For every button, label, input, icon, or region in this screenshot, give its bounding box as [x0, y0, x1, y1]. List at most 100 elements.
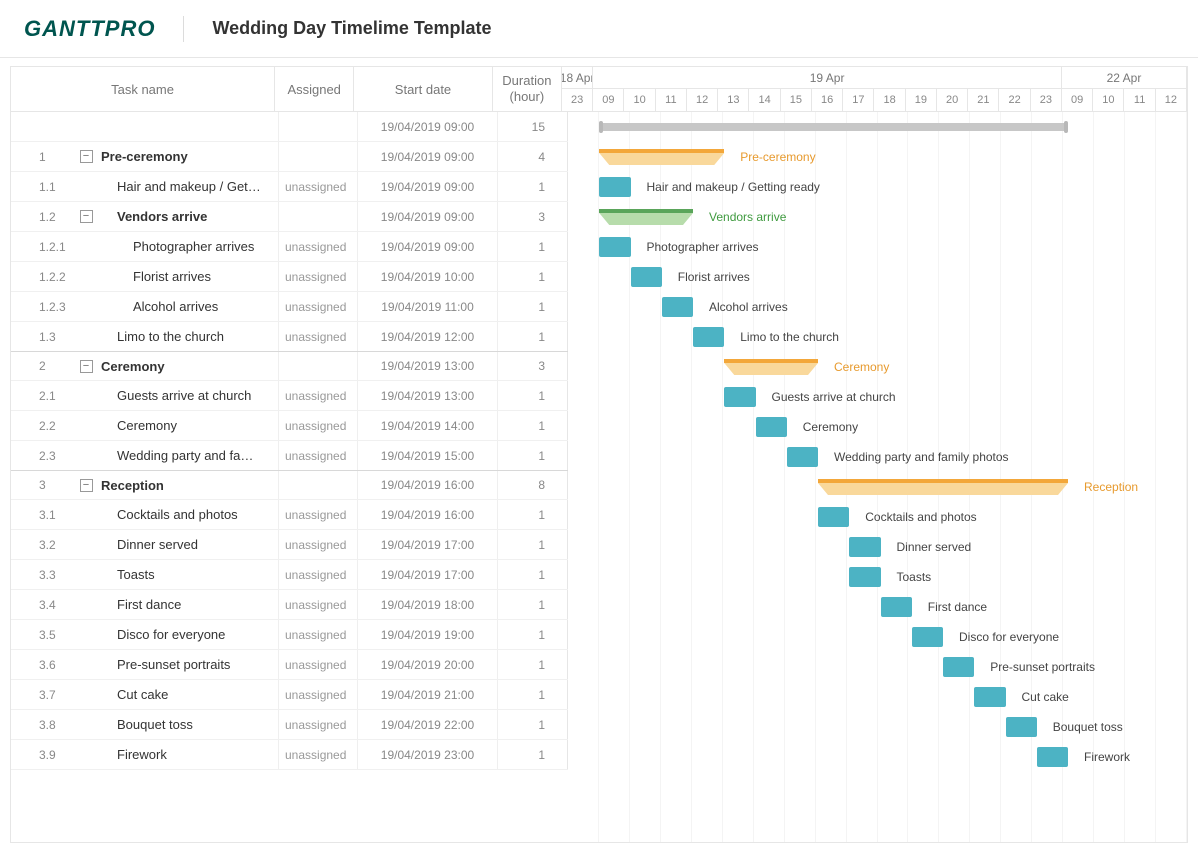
- duration-cell[interactable]: 1: [498, 560, 568, 589]
- assigned-cell[interactable]: unassigned: [278, 262, 358, 291]
- task-bar[interactable]: [662, 297, 693, 317]
- task-name[interactable]: Disco for everyone: [101, 627, 278, 642]
- task-bar[interactable]: [1037, 747, 1068, 767]
- task-row[interactable]: 3.7Cut cakeunassigned19/04/2019 21:001: [11, 680, 568, 710]
- duration-cell[interactable]: 1: [498, 411, 568, 440]
- task-bar[interactable]: [724, 387, 755, 407]
- task-bar[interactable]: [943, 657, 974, 677]
- duration-cell[interactable]: 3: [498, 352, 568, 380]
- task-name[interactable]: Dinner served: [101, 537, 278, 552]
- duration-cell[interactable]: 1: [498, 441, 568, 470]
- start-date-cell[interactable]: 19/04/2019 16:00: [358, 500, 498, 529]
- assigned-cell[interactable]: unassigned: [278, 620, 358, 649]
- task-name[interactable]: Alcohol arrives: [101, 299, 278, 314]
- duration-cell[interactable]: 1: [498, 650, 568, 679]
- task-row[interactable]: 1.2.2Florist arrivesunassigned19/04/2019…: [11, 262, 568, 292]
- task-row[interactable]: 2−Ceremony19/04/2019 13:003: [11, 351, 568, 381]
- assigned-cell[interactable]: unassigned: [278, 500, 358, 529]
- task-bar[interactable]: [756, 417, 787, 437]
- start-date-cell[interactable]: 19/04/2019 14:00: [358, 411, 498, 440]
- duration-cell[interactable]: 15: [498, 112, 568, 141]
- start-date-cell[interactable]: 19/04/2019 11:00: [358, 292, 498, 321]
- row-toggle[interactable]: −: [71, 360, 101, 373]
- group-summary-bar[interactable]: [599, 149, 724, 165]
- start-date-cell[interactable]: 19/04/2019 23:00: [358, 740, 498, 769]
- start-date-cell[interactable]: 19/04/2019 22:00: [358, 710, 498, 739]
- start-date-cell[interactable]: 19/04/2019 21:00: [358, 680, 498, 709]
- task-name[interactable]: Photographer arrives: [101, 239, 278, 254]
- task-bar[interactable]: [599, 177, 630, 197]
- collapse-icon[interactable]: −: [80, 360, 93, 373]
- task-name[interactable]: Cocktails and photos: [101, 507, 278, 522]
- task-row[interactable]: 3.6Pre-sunset portraitsunassigned19/04/2…: [11, 650, 568, 680]
- assigned-cell[interactable]: unassigned: [278, 740, 358, 769]
- assigned-cell[interactable]: unassigned: [278, 232, 358, 261]
- row-toggle[interactable]: −: [71, 479, 101, 492]
- start-date-cell[interactable]: 19/04/2019 16:00: [358, 471, 498, 499]
- duration-cell[interactable]: 1: [498, 500, 568, 529]
- duration-cell[interactable]: 1: [498, 590, 568, 619]
- assigned-cell[interactable]: unassigned: [278, 411, 358, 440]
- assigned-cell[interactable]: [278, 112, 358, 141]
- duration-cell[interactable]: 8: [498, 471, 568, 499]
- assigned-cell[interactable]: [278, 142, 358, 171]
- task-row[interactable]: 2.2Ceremonyunassigned19/04/2019 14:001: [11, 411, 568, 441]
- assigned-cell[interactable]: unassigned: [278, 530, 358, 559]
- task-bar[interactable]: [849, 537, 880, 557]
- task-row[interactable]: 1.2.3Alcohol arrivesunassigned19/04/2019…: [11, 292, 568, 322]
- duration-cell[interactable]: 1: [498, 680, 568, 709]
- col-header-assigned[interactable]: Assigned: [275, 67, 354, 111]
- start-date-cell[interactable]: 19/04/2019 18:00: [358, 590, 498, 619]
- duration-cell[interactable]: 1: [498, 292, 568, 321]
- task-name[interactable]: Firework: [101, 747, 278, 762]
- task-name[interactable]: Pre-sunset portraits: [101, 657, 278, 672]
- duration-cell[interactable]: 1: [498, 232, 568, 261]
- task-name[interactable]: Limo to the church: [101, 329, 278, 344]
- timeline-area[interactable]: Pre-ceremonyHair and makeup / Getting re…: [568, 112, 1187, 842]
- start-date-cell[interactable]: 19/04/2019 19:00: [358, 620, 498, 649]
- app-logo[interactable]: GANTTPRO: [24, 16, 155, 42]
- assigned-cell[interactable]: unassigned: [278, 441, 358, 470]
- col-header-start[interactable]: Start date: [354, 67, 492, 111]
- task-bar[interactable]: [912, 627, 943, 647]
- duration-cell[interactable]: 1: [498, 710, 568, 739]
- start-date-cell[interactable]: 19/04/2019 09:00: [358, 232, 498, 261]
- start-date-cell[interactable]: 19/04/2019 12:00: [358, 322, 498, 351]
- start-date-cell[interactable]: 19/04/2019 09:00: [358, 112, 498, 141]
- task-row[interactable]: 2.1Guests arrive at churchunassigned19/0…: [11, 381, 568, 411]
- start-date-cell[interactable]: 19/04/2019 17:00: [358, 560, 498, 589]
- task-bar[interactable]: [693, 327, 724, 347]
- start-date-cell[interactable]: 19/04/2019 13:00: [358, 381, 498, 410]
- col-header-duration[interactable]: Duration (hour): [493, 67, 562, 111]
- duration-cell[interactable]: 4: [498, 142, 568, 171]
- assigned-cell[interactable]: unassigned: [278, 560, 358, 589]
- task-name[interactable]: Cut cake: [101, 687, 278, 702]
- duration-cell[interactable]: 1: [498, 262, 568, 291]
- start-date-cell[interactable]: 19/04/2019 09:00: [358, 142, 498, 171]
- duration-cell[interactable]: 1: [498, 740, 568, 769]
- assigned-cell[interactable]: unassigned: [278, 381, 358, 410]
- collapse-icon[interactable]: −: [80, 479, 93, 492]
- start-date-cell[interactable]: 19/04/2019 15:00: [358, 441, 498, 470]
- task-row[interactable]: 3.5Disco for everyoneunassigned19/04/201…: [11, 620, 568, 650]
- group-summary-bar[interactable]: [818, 479, 1068, 495]
- task-row[interactable]: 1.3Limo to the churchunassigned19/04/201…: [11, 322, 568, 352]
- duration-cell[interactable]: 1: [498, 172, 568, 201]
- task-row[interactable]: 3.4First danceunassigned19/04/2019 18:00…: [11, 590, 568, 620]
- group-summary-bar[interactable]: [724, 359, 818, 375]
- task-name[interactable]: First dance: [101, 597, 278, 612]
- start-date-cell[interactable]: 19/04/2019 20:00: [358, 650, 498, 679]
- start-date-cell[interactable]: 19/04/2019 09:00: [358, 172, 498, 201]
- task-row[interactable]: 1.1Hair and makeup / Get…unassigned19/04…: [11, 172, 568, 202]
- task-row[interactable]: 3.3Toastsunassigned19/04/2019 17:001: [11, 560, 568, 590]
- collapse-icon[interactable]: −: [80, 210, 93, 223]
- task-bar[interactable]: [974, 687, 1005, 707]
- task-bar[interactable]: [849, 567, 880, 587]
- assigned-cell[interactable]: unassigned: [278, 172, 358, 201]
- task-row[interactable]: 3.2Dinner servedunassigned19/04/2019 17:…: [11, 530, 568, 560]
- duration-cell[interactable]: 1: [498, 322, 568, 351]
- row-toggle[interactable]: −: [71, 150, 101, 163]
- task-row[interactable]: 2.3Wedding party and fa…unassigned19/04/…: [11, 441, 568, 471]
- assigned-cell[interactable]: [278, 202, 358, 231]
- assigned-cell[interactable]: unassigned: [278, 322, 358, 351]
